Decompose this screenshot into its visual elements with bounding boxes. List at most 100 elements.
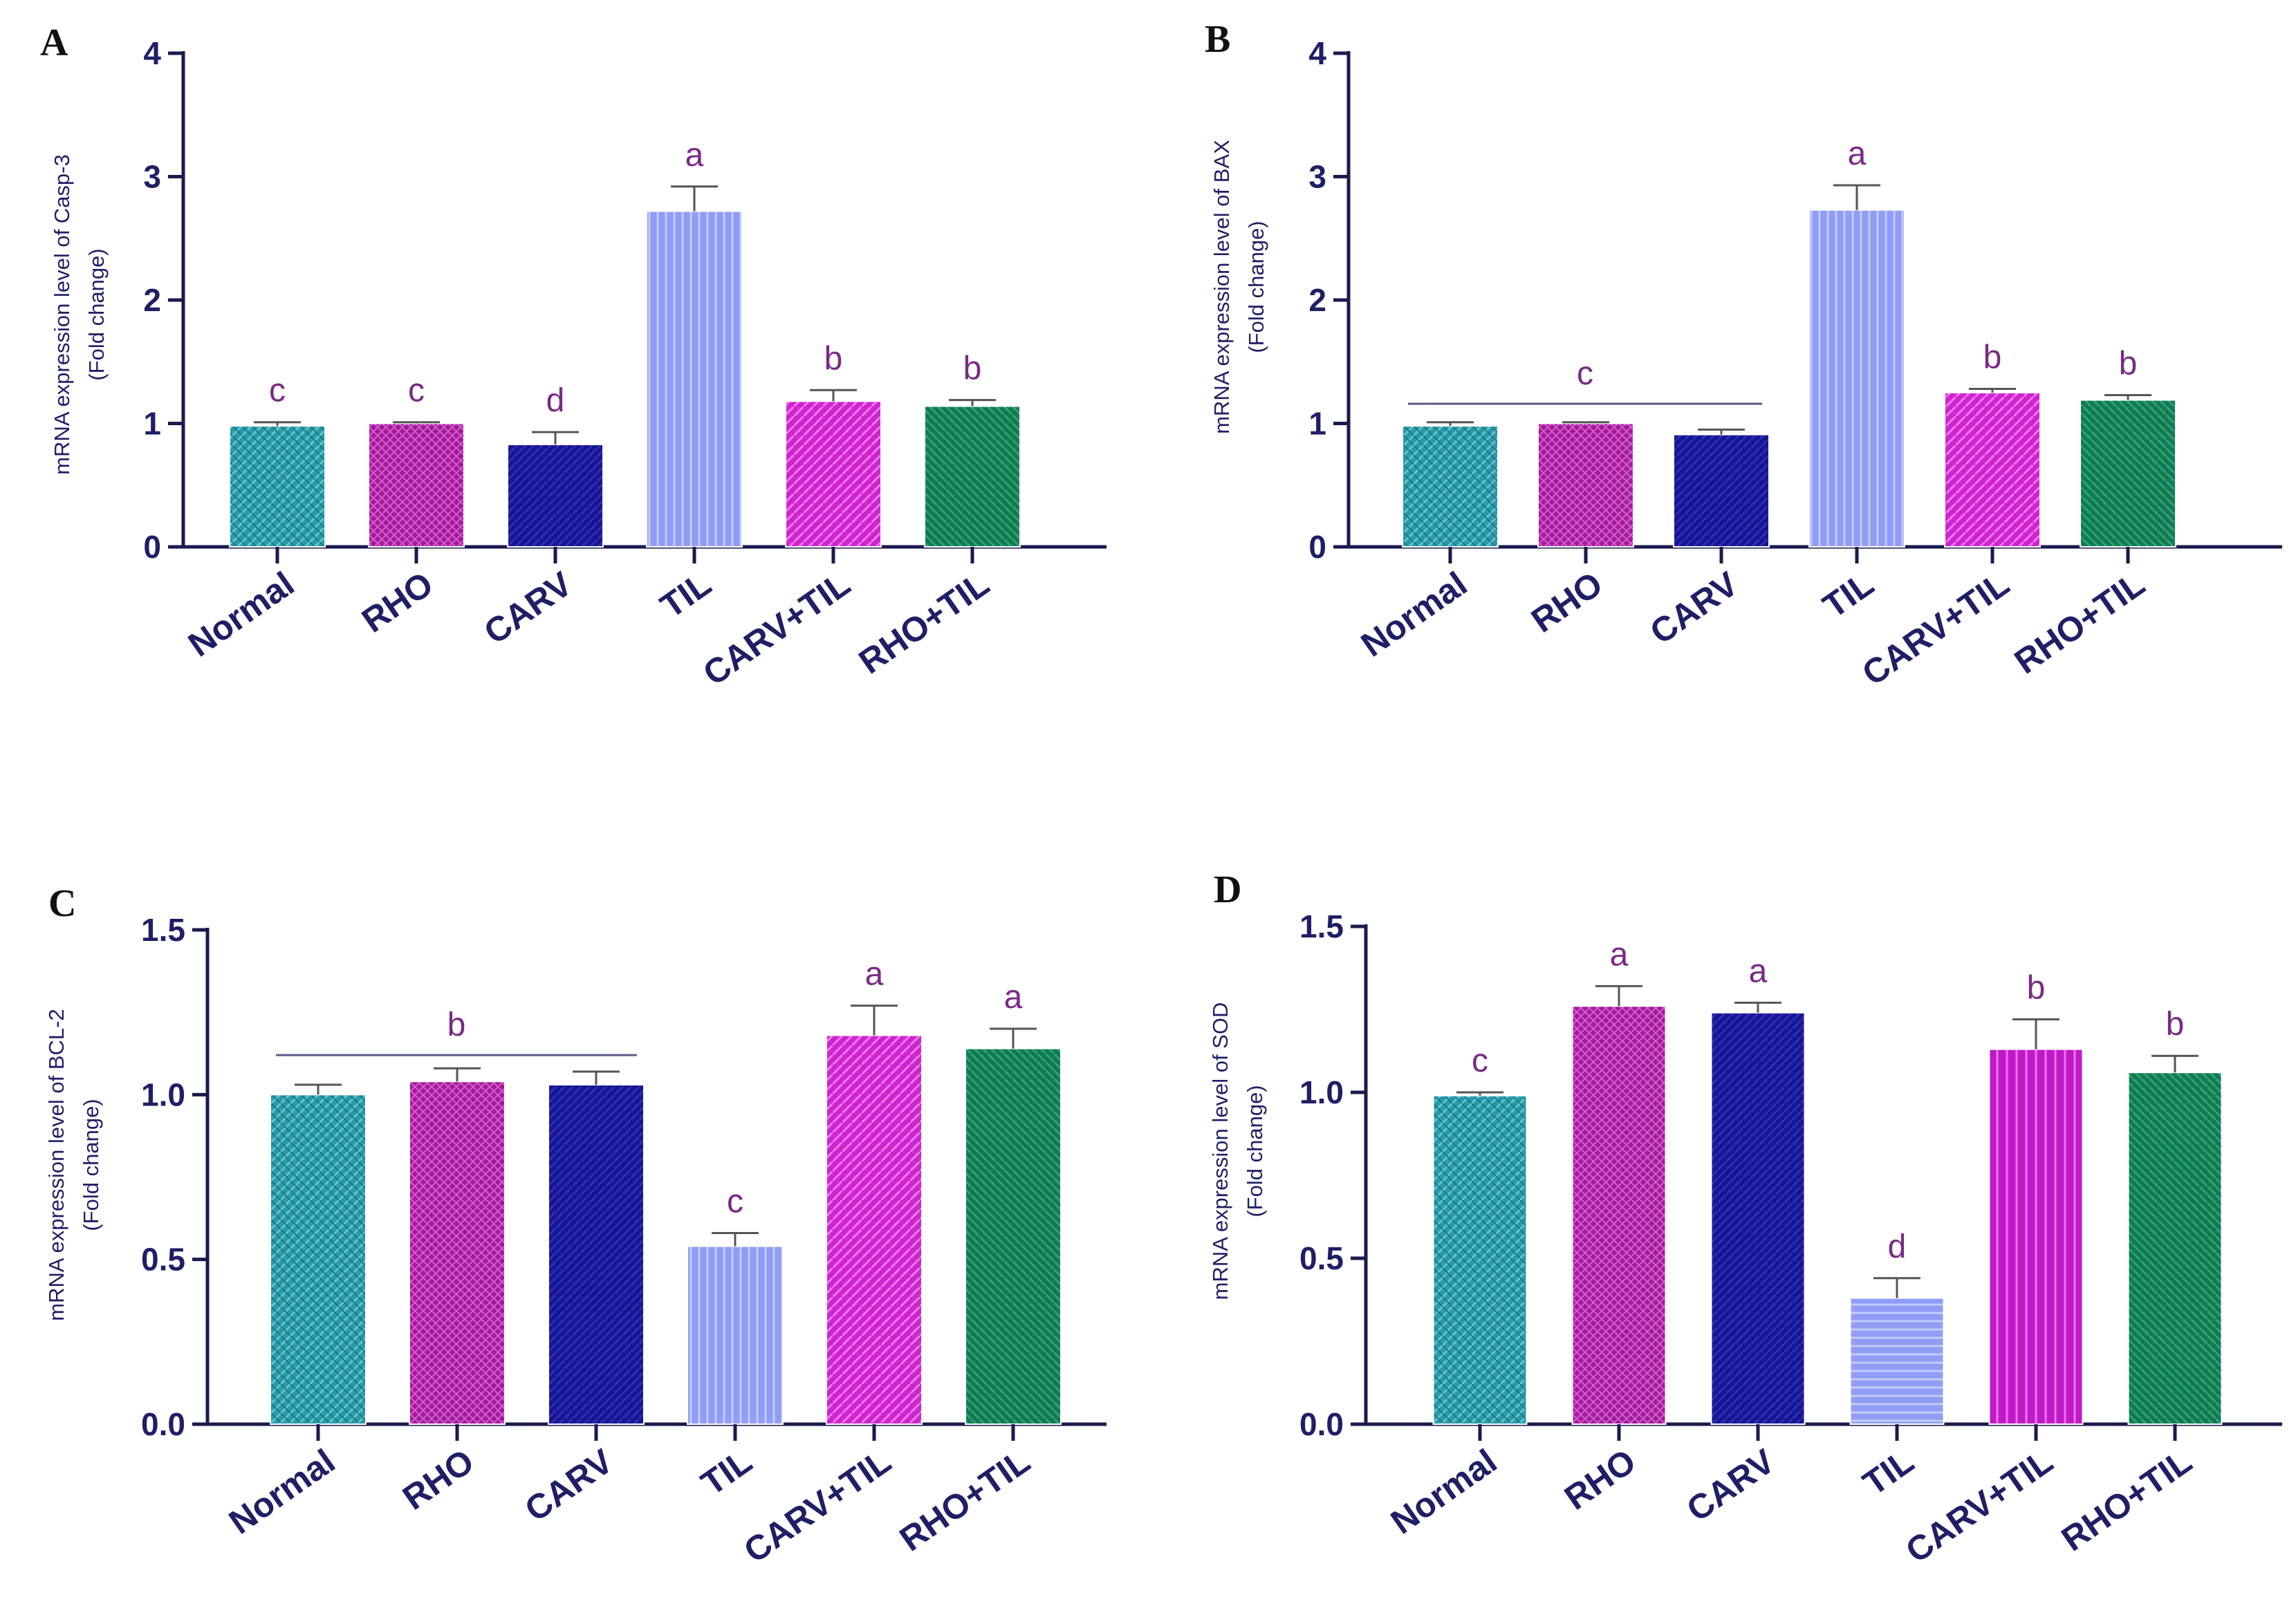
panel-d-sig-letter: a bbox=[1610, 936, 1629, 973]
panel-c-chart: C mRNA expression level of BCL-2 (Fold c… bbox=[44, 882, 1107, 1571]
panel-c-bar-carv bbox=[548, 1084, 645, 1425]
panel-a-sig-letter: d bbox=[546, 382, 565, 419]
panel-b-group-sig-letter: c bbox=[1577, 355, 1593, 392]
panel-a-category-label: RHO bbox=[355, 564, 440, 640]
panel-b-ylabel-line1: mRNA expression level of BAX bbox=[1210, 140, 1234, 434]
panel-d-bar-rho bbox=[1571, 1005, 1667, 1425]
panel-d-bar-normal bbox=[1432, 1094, 1528, 1426]
panel-a-bar-rho-til bbox=[924, 405, 1021, 548]
panel-a-sig-letter: a bbox=[685, 137, 704, 174]
panel-b-bar-normal bbox=[1402, 425, 1499, 548]
panel-b-category-label: RHO+TIL bbox=[2008, 564, 2151, 681]
panel-a-bar-carv-til bbox=[785, 400, 882, 548]
panel-b-category-label: RHO bbox=[1524, 564, 1609, 640]
panel-a-sig-letter: c bbox=[269, 373, 286, 409]
panel-b-sig-letter: a bbox=[1848, 136, 1867, 172]
panel-a-bar-til bbox=[646, 210, 743, 548]
panel-b-ytick-label: 3 bbox=[1308, 159, 1326, 195]
panel-d-bar-carv-til bbox=[1988, 1048, 2084, 1425]
panel-c-group-sig-letter: b bbox=[447, 1007, 466, 1043]
panel-d-sig-letter: c bbox=[1472, 1043, 1488, 1079]
panel-a-letter: A bbox=[40, 21, 68, 64]
panel-c-category-label: Normal bbox=[222, 1441, 342, 1542]
panel-a-ytick-label: 3 bbox=[143, 159, 161, 195]
panel-b-ytick-label: 0 bbox=[1308, 529, 1326, 565]
panel-d-ytick-label: 0.5 bbox=[1299, 1240, 1344, 1276]
panel-b-bar-rho-til bbox=[2080, 399, 2176, 548]
panel-b-ylabel-line2: (Fold change) bbox=[1244, 221, 1268, 353]
panel-d-ytick-label: 1.5 bbox=[1299, 908, 1344, 944]
panel-a-category-label: CARV+TIL bbox=[696, 564, 858, 693]
panel-a-sig-letter: b bbox=[963, 351, 982, 387]
panel-b-chart: B mRNA expression level of BAX (Fold cha… bbox=[1205, 18, 2282, 693]
panel-a-bar-rho bbox=[368, 422, 465, 548]
panel-b-category-label: CARV+TIL bbox=[1855, 564, 2017, 693]
panel-d-category-label: RHO bbox=[1557, 1441, 1642, 1518]
panel-c-category-label: RHO+TIL bbox=[893, 1441, 1037, 1558]
panel-b-ytick-label: 1 bbox=[1308, 406, 1326, 442]
panel-c-sig-letter: a bbox=[1004, 979, 1023, 1016]
panel-a-ytick-label: 2 bbox=[143, 282, 161, 318]
panel-a-chart: A mRNA expression level of Casp-3 (Fold … bbox=[40, 21, 1107, 693]
panel-d-category-label: TIL bbox=[1856, 1441, 1921, 1503]
panel-c-ytick-label: 0.5 bbox=[141, 1242, 185, 1278]
panel-d-bar-rho-til bbox=[2127, 1072, 2223, 1425]
panel-c-ytick-label: 0.0 bbox=[141, 1406, 185, 1442]
panel-d-ytick-label: 0.0 bbox=[1299, 1406, 1344, 1442]
panel-a-category-label: CARV bbox=[477, 564, 580, 652]
panel-b-ytick-label: 4 bbox=[1308, 35, 1326, 71]
panel-c-bar-til bbox=[687, 1245, 784, 1425]
panel-c-sig-letter: c bbox=[727, 1184, 743, 1220]
panel-a-sig-letter: c bbox=[408, 373, 425, 409]
panel-d-category-label: Normal bbox=[1384, 1441, 1503, 1542]
panel-b-category-label: Normal bbox=[1354, 564, 1474, 664]
panel-c-bar-normal bbox=[270, 1094, 367, 1426]
panel-b-sig-letter: b bbox=[2119, 345, 2138, 382]
panel-c-ylabel-line2: (Fold change) bbox=[79, 1099, 103, 1231]
panel-d-bar-til bbox=[1849, 1297, 1945, 1425]
panel-d-letter: D bbox=[1214, 868, 1241, 911]
panel-d-chart: D mRNA expression level of SOD (Fold cha… bbox=[1208, 868, 2282, 1571]
panel-a-ytick-label: 4 bbox=[143, 35, 161, 71]
panel-b-bar-til bbox=[1808, 209, 1905, 548]
panel-c-bar-rho bbox=[409, 1081, 506, 1426]
panel-d-ylabel-line2: (Fold change) bbox=[1243, 1085, 1267, 1217]
panel-c-letter: C bbox=[48, 882, 76, 925]
panel-b-bar-carv-til bbox=[1944, 391, 2041, 548]
panel-d-ylabel-line1: mRNA expression level of SOD bbox=[1208, 1002, 1232, 1300]
panel-d-sig-letter: b bbox=[2027, 969, 2046, 1006]
panel-d-bar-carv bbox=[1710, 1011, 1806, 1426]
panel-b-ytick-label: 2 bbox=[1308, 282, 1326, 318]
panel-c-sig-letter: a bbox=[865, 956, 884, 993]
panel-a-ylabel-line1: mRNA expression level of Casp-3 bbox=[50, 154, 74, 474]
panel-d-sig-letter: d bbox=[1888, 1229, 1907, 1265]
panel-a-ytick-label: 0 bbox=[143, 529, 161, 565]
panel-c-category-label: RHO bbox=[396, 1441, 481, 1518]
panel-d-ytick-label: 1.0 bbox=[1299, 1074, 1344, 1110]
panel-b-sig-letter: b bbox=[1983, 339, 2002, 376]
panel-c-ytick-label: 1.0 bbox=[141, 1076, 185, 1112]
panel-c-category-label: CARV bbox=[518, 1441, 620, 1529]
panel-d-sig-letter: a bbox=[1749, 953, 1768, 989]
panel-d-category-label: RHO+TIL bbox=[2055, 1441, 2198, 1558]
panel-d-sig-letter: b bbox=[2166, 1006, 2185, 1043]
panel-c-ylabel-line1: mRNA expression level of BCL-2 bbox=[44, 1009, 68, 1320]
panel-b-bar-carv bbox=[1673, 433, 1770, 548]
panel-a-category-label: RHO+TIL bbox=[852, 564, 996, 681]
panel-c-category-label: TIL bbox=[694, 1441, 759, 1503]
panel-a-bar-normal bbox=[229, 425, 326, 548]
panel-a-ytick-label: 1 bbox=[143, 406, 161, 442]
panel-c-bar-carv-til bbox=[826, 1034, 923, 1425]
panel-a-category-label: TIL bbox=[654, 564, 719, 626]
panel-c-bar-rho-til bbox=[965, 1047, 1062, 1425]
panel-b-letter: B bbox=[1205, 18, 1230, 61]
panel-c-category-label: CARV+TIL bbox=[737, 1441, 898, 1570]
panel-a-sig-letter: b bbox=[824, 340, 843, 377]
panel-b-category-label: CARV bbox=[1643, 564, 1746, 652]
panel-b-category-label: TIL bbox=[1816, 564, 1881, 626]
panel-a-ylabel-line2: (Fold change) bbox=[84, 248, 109, 380]
panel-a-category-label: Normal bbox=[181, 564, 301, 664]
panel-d-category-label: CARV bbox=[1680, 1441, 1782, 1529]
panel-c-ytick-label: 1.5 bbox=[141, 912, 185, 948]
